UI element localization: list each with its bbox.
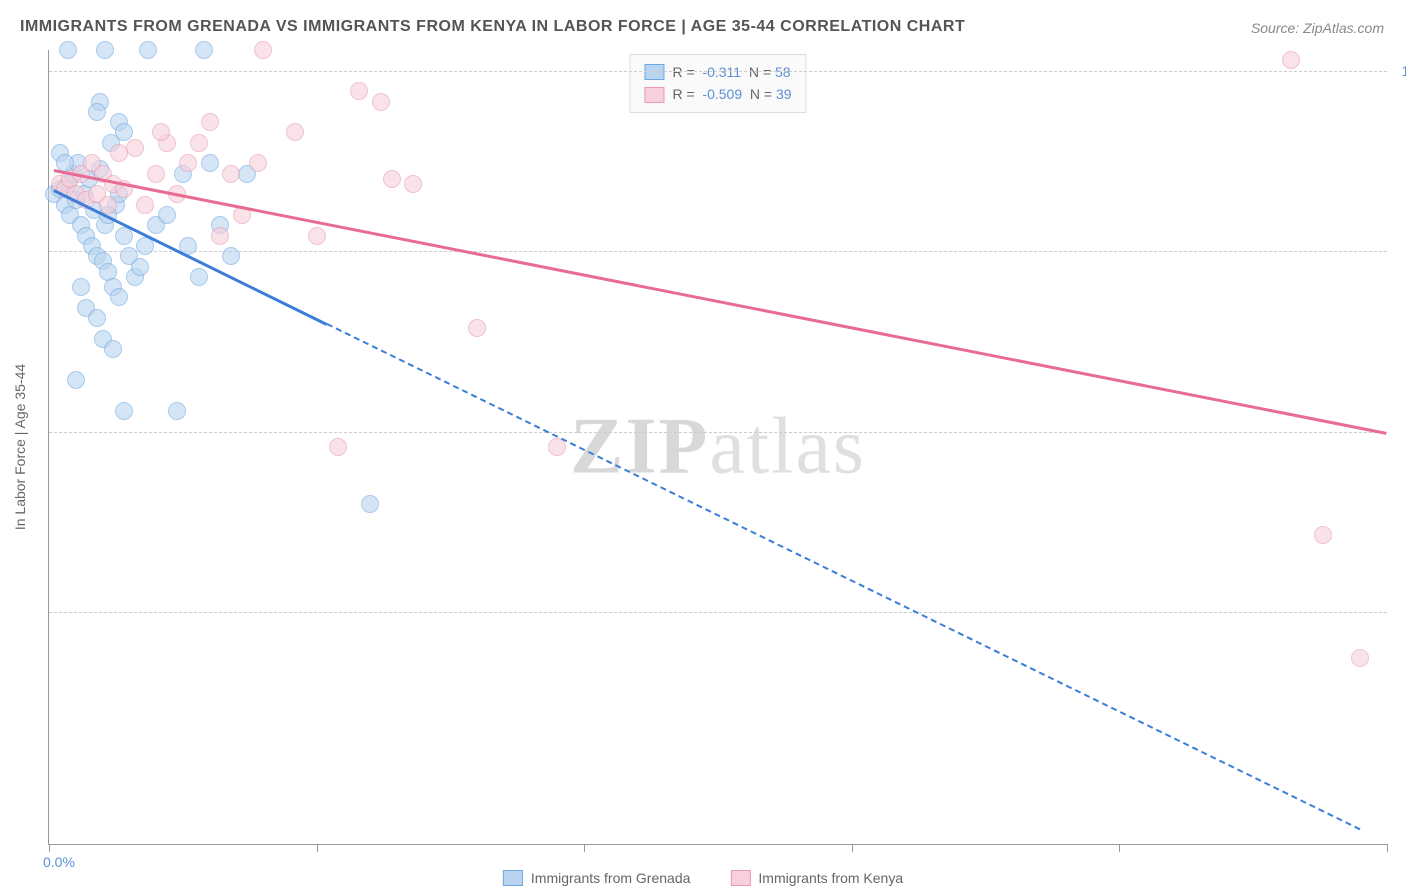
series-legend: Immigrants from Grenada Immigrants from K… xyxy=(503,870,903,886)
data-point xyxy=(99,196,117,214)
legend-row: R = -0.509 N = 39 xyxy=(644,83,791,105)
gridline xyxy=(49,251,1387,252)
data-point xyxy=(201,113,219,131)
data-point xyxy=(158,206,176,224)
data-point xyxy=(404,175,422,193)
legend-row: R = -0.311 N = 58 xyxy=(644,61,791,83)
data-point xyxy=(136,196,154,214)
data-point xyxy=(131,258,149,276)
y-tick-label: 47.5% xyxy=(1393,604,1406,620)
data-point xyxy=(329,438,347,456)
data-point xyxy=(152,123,170,141)
data-point xyxy=(96,41,114,59)
data-point xyxy=(350,82,368,100)
data-point xyxy=(211,227,229,245)
data-point xyxy=(286,123,304,141)
data-point xyxy=(179,154,197,172)
data-point xyxy=(190,134,208,152)
data-point xyxy=(104,340,122,358)
data-point xyxy=(1351,649,1369,667)
x-tick xyxy=(852,844,853,852)
y-axis-label: In Labor Force | Age 35-44 xyxy=(12,364,28,530)
x-tick xyxy=(1119,844,1120,852)
data-point xyxy=(308,227,326,245)
gridline xyxy=(49,432,1387,433)
x-tick xyxy=(1387,844,1388,852)
data-point xyxy=(88,103,106,121)
data-point xyxy=(361,495,379,513)
data-point xyxy=(1314,526,1332,544)
y-tick-label: 65.0% xyxy=(1393,424,1406,440)
data-point xyxy=(139,41,157,59)
plot-area: ZIPatlas R = -0.311 N = 58R = -0.509 N =… xyxy=(48,50,1387,845)
data-point xyxy=(168,402,186,420)
x-tick xyxy=(317,844,318,852)
data-point xyxy=(59,41,77,59)
legend-item: Immigrants from Kenya xyxy=(730,870,903,886)
gridline xyxy=(49,71,1387,72)
data-point xyxy=(72,278,90,296)
y-tick-label: 82.5% xyxy=(1393,243,1406,259)
y-tick-label: 100.0% xyxy=(1393,63,1406,79)
legend-label: Immigrants from Grenada xyxy=(531,870,691,886)
data-point xyxy=(115,402,133,420)
x-tick xyxy=(584,844,585,852)
data-point xyxy=(1282,51,1300,69)
data-point xyxy=(222,165,240,183)
data-point xyxy=(383,170,401,188)
data-point xyxy=(254,41,272,59)
gridline xyxy=(49,612,1387,613)
data-point xyxy=(222,247,240,265)
legend-stats: R = -0.509 N = 39 xyxy=(672,83,791,105)
x-tick-label: 0.0% xyxy=(43,854,75,870)
data-point xyxy=(249,154,267,172)
legend-swatch xyxy=(503,870,523,886)
source-attribution: Source: ZipAtlas.com xyxy=(1251,20,1384,36)
correlation-legend: R = -0.311 N = 58R = -0.509 N = 39 xyxy=(629,54,806,113)
legend-swatch xyxy=(644,87,664,103)
legend-label: Immigrants from Kenya xyxy=(758,870,903,886)
data-point xyxy=(195,41,213,59)
trend-line xyxy=(54,169,1387,434)
legend-stats: R = -0.311 N = 58 xyxy=(672,61,790,83)
x-tick xyxy=(49,844,50,852)
data-point xyxy=(468,319,486,337)
legend-item: Immigrants from Grenada xyxy=(503,870,691,886)
data-point xyxy=(147,165,165,183)
data-point xyxy=(126,139,144,157)
data-point xyxy=(201,154,219,172)
legend-swatch xyxy=(644,64,664,80)
legend-swatch xyxy=(730,870,750,886)
watermark: ZIPatlas xyxy=(570,402,866,493)
data-point xyxy=(67,371,85,389)
data-point xyxy=(110,288,128,306)
data-point xyxy=(88,309,106,327)
trend-line-extrapolated xyxy=(327,323,1361,830)
chart-title: IMMIGRANTS FROM GRENADA VS IMMIGRANTS FR… xyxy=(20,18,965,36)
data-point xyxy=(190,268,208,286)
data-point xyxy=(372,93,390,111)
